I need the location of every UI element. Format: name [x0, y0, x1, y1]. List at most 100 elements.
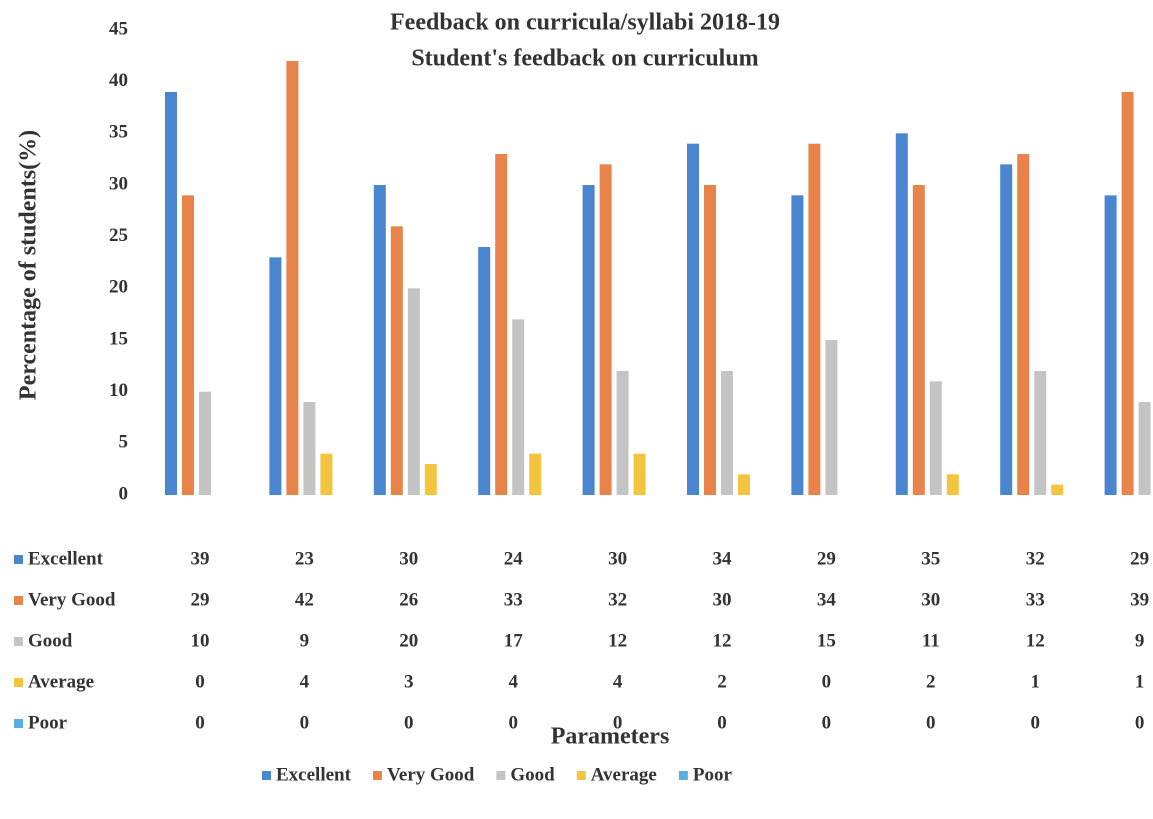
bar — [582, 185, 595, 495]
table-value: 1 — [1135, 671, 1145, 692]
bar — [1017, 154, 1030, 495]
y-tick-label: 5 — [119, 432, 129, 453]
y-tick-label: 25 — [109, 225, 128, 246]
legend-key — [576, 771, 586, 780]
table-row-label: Average — [28, 671, 94, 692]
table-value: 10 — [191, 630, 210, 651]
table-value: 0 — [926, 712, 936, 733]
bar — [286, 61, 299, 495]
table-value: 26 — [399, 589, 418, 610]
table-value: 30 — [608, 548, 627, 569]
table-value: 34 — [713, 548, 733, 569]
bar — [320, 453, 333, 495]
bar — [373, 185, 386, 495]
table-value: 0 — [508, 712, 518, 733]
table-value: 1 — [1030, 671, 1040, 692]
table-value: 33 — [1026, 589, 1045, 610]
table-value: 0 — [404, 712, 414, 733]
table-value: 12 — [608, 630, 627, 651]
legend-key — [678, 771, 688, 780]
table-value: 29 — [1130, 548, 1149, 569]
bar — [199, 391, 211, 495]
table-row-label: Poor — [28, 712, 68, 733]
bar — [1121, 92, 1134, 495]
table-value: 15 — [817, 630, 836, 651]
bar — [407, 288, 420, 495]
bar — [808, 143, 821, 495]
table-value: 4 — [613, 671, 623, 692]
table-value: 32 — [608, 589, 627, 610]
bar — [895, 133, 908, 496]
bar — [165, 92, 177, 495]
legend-key — [496, 771, 506, 780]
table-value: 39 — [191, 548, 210, 569]
bar — [912, 185, 925, 495]
bar — [424, 464, 437, 495]
bar — [182, 195, 194, 496]
table-value: 29 — [817, 548, 836, 569]
table-legend-key — [14, 678, 23, 687]
table-value: 12 — [713, 630, 732, 651]
table-value: 4 — [300, 671, 310, 692]
table-value: 0 — [822, 671, 832, 692]
bar — [721, 371, 733, 495]
bar — [495, 154, 508, 495]
bar — [825, 340, 838, 495]
table-value: 17 — [504, 630, 524, 651]
table-value: 0 — [1030, 712, 1040, 733]
table-value: 0 — [195, 671, 205, 692]
bar — [791, 195, 804, 496]
y-tick-label: 20 — [109, 277, 128, 298]
table-legend-key — [14, 555, 23, 564]
bar — [529, 453, 542, 495]
bar — [1138, 402, 1151, 495]
legend-label: Poor — [693, 764, 733, 785]
table-row-label: Excellent — [28, 548, 104, 569]
bar — [1000, 164, 1013, 496]
bar — [738, 474, 750, 495]
chart-subtitle: Student's feedback on curriculum — [411, 46, 758, 72]
bar — [1034, 371, 1047, 495]
table-value: 30 — [713, 589, 732, 610]
table-value: 42 — [295, 589, 314, 610]
y-tick-label: 0 — [119, 483, 129, 504]
y-tick-label: 35 — [109, 122, 128, 143]
legend-label: Average — [591, 764, 657, 785]
table-value: 2 — [717, 671, 727, 692]
table-value: 39 — [1130, 589, 1149, 610]
table-value: 24 — [504, 548, 524, 569]
y-tick-label: 15 — [109, 328, 128, 349]
bar — [616, 371, 629, 495]
table-value: 9 — [300, 630, 310, 651]
bar — [390, 226, 403, 496]
bar — [599, 164, 612, 496]
bar — [269, 257, 282, 495]
table-value: 3 — [404, 671, 414, 692]
table-value: 0 — [822, 712, 832, 733]
chart-title: Feedback on curricula/syllabi 2018-19 — [390, 10, 780, 36]
table-row-label: Very Good — [28, 589, 116, 610]
legend-label: Excellent — [276, 764, 352, 785]
table-value: 30 — [921, 589, 940, 610]
table-value: 2 — [926, 671, 936, 692]
bar — [687, 143, 699, 495]
table-value: 9 — [1135, 630, 1145, 651]
bar — [704, 185, 716, 495]
table-legend-key — [14, 596, 23, 605]
table-value: 0 — [1135, 712, 1145, 733]
legend-label: Good — [510, 764, 555, 785]
table-value: 35 — [921, 548, 940, 569]
legend-key — [372, 771, 382, 780]
bar — [1051, 484, 1064, 495]
table-value: 0 — [195, 712, 205, 733]
y-tick-label: 40 — [109, 70, 128, 91]
bar — [303, 402, 316, 495]
table-value: 29 — [191, 589, 210, 610]
table-row-label: Good — [28, 630, 73, 651]
y-tick-label: 10 — [109, 380, 128, 401]
bar — [512, 319, 525, 495]
y-axis-label: Percentage of students(%) — [16, 130, 42, 400]
table-value: 33 — [504, 589, 523, 610]
table-legend-key — [14, 637, 23, 646]
